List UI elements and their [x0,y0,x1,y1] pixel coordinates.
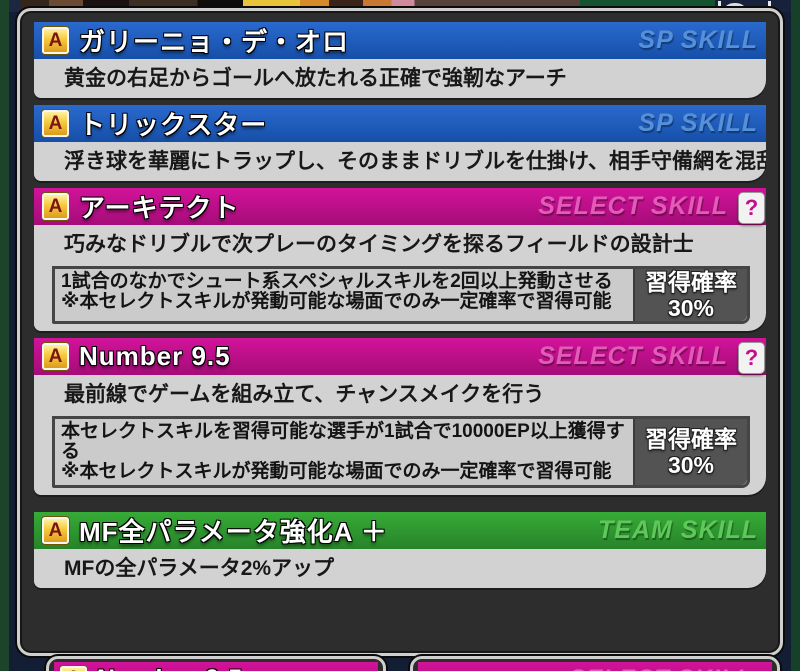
skill-type-label: SP SKILL [638,109,758,137]
skill-description: 巧みなドリブルで次プレーのタイミングを探るフィールドの設計士 [64,233,694,256]
skill-card-mf-param-boost: A MF全パラメータ強化A ＋ TEAM SKILL MFの全パラメータ2%アッ… [34,512,766,588]
acquisition-condition-text: 本セレクトスキルを習得可能な選手が1試合で10000EP以上獲得する ※本セレク… [61,421,625,482]
acquisition-rate-label: 習得確率 [645,426,737,452]
skill-type-label: TEAM SKILL [598,516,758,544]
skill-card-trickster: A トリックスター SP SKILL 浮き球を華麗にトラップし、そのままドリブル… [34,105,766,181]
skill-title: トリックスター [79,110,268,140]
skill-description: MFの全パラメータ2%アップ [64,557,335,580]
top-button-edge-icon[interactable] [718,1,721,10]
skill-description: 浮き球を華麗にトラップし、そのままドリブルを仕掛け、相手守備網を混乱に陥れる [64,150,766,173]
skill-type-label: SELECT SKILL [538,192,728,220]
acquisition-rate-value: 30% [667,295,715,321]
skill-header: A Number 9.5 SELECT SKILL ? [34,338,766,375]
skill-description: 黄金の右足からゴールへ放たれる正確で強靭なアーチ [64,67,567,90]
skill-title: ガリーニョ・デ・オロ [79,27,350,57]
rank-badge: A [60,665,87,671]
skill-header: A トリックスター SP SKILL [34,105,766,142]
help-button[interactable]: ? [738,342,765,374]
skill-title: Number 9.5 [79,341,231,371]
acquisition-rate-box: 習得確率 30% [633,419,747,485]
skill-description-panel: MFの全パラメータ2%アップ [34,549,766,588]
skill-title: Number 9.5 [97,665,243,671]
acquisition-condition-text: 1試合のなかでシュート系スペシャルスキルを2回以上発動させる ※本セレクトスキル… [61,271,613,312]
skill-card-garinyo-de-oro: A ガリーニョ・デ・オロ SP SKILL 黄金の右足からゴールへ放たれる正確で… [34,22,766,98]
rank-badge: A [42,110,69,137]
skill-type-label: SP SKILL [638,26,758,54]
skill-card-number-9-5: A Number 9.5 SELECT SKILL ? 最前線でゲームを組み立て… [34,338,766,495]
skill-description-panel: 黄金の右足からゴールへ放たれる正確で強靭なアーチ [34,59,766,98]
rank-badge: A [42,193,69,220]
rank-badge: A [42,343,69,370]
next-skill-window-left: A Number 9.5 [46,656,386,671]
help-button[interactable]: ? [738,192,765,224]
top-button-edge-icon[interactable] [768,1,771,10]
next-skill-window-right: SELECT SKILL [410,656,780,671]
skill-list-window: A ガリーニョ・デ・オロ SP SKILL 黄金の右足からゴールへ放たれる正確で… [17,8,783,656]
skill-type-label: SELECT SKILL [569,665,766,671]
acquisition-condition-box: 本セレクトスキルを習得可能な選手が1試合で10000EP以上獲得する ※本セレク… [52,416,750,488]
skill-header: SELECT SKILL [418,662,772,671]
skill-description: 最前線でゲームを組み立て、チャンスメイクを行う [64,383,545,406]
rank-badge: A [42,27,69,54]
skill-header: A Number 9.5 [54,662,378,671]
skill-title: MF全パラメータ強化A ＋ [79,517,388,547]
skill-header: A MF全パラメータ強化A ＋ TEAM SKILL [34,512,766,549]
rank-badge: A [42,517,69,544]
skill-description-panel: 浮き球を華麗にトラップし、そのままドリブルを仕掛け、相手守備網を混乱に陥れる [34,142,766,181]
skill-description-panel: 最前線でゲームを組み立て、チャンスメイクを行う 本セレクトスキルを習得可能な選手… [34,375,766,495]
acquisition-condition-box: 1試合のなかでシュート系スペシャルスキルを2回以上発動させる ※本セレクトスキル… [52,266,750,324]
acquisition-rate-label: 習得確率 [645,269,737,295]
background-edge-left [0,0,9,671]
acquisition-rate-box: 習得確率 30% [633,269,747,321]
acquisition-rate-value: 30% [667,452,715,478]
skill-header: A アーキテクト SELECT SKILL ? [34,188,766,225]
skill-description-panel: 巧みなドリブルで次プレーのタイミングを探るフィールドの設計士 1試合のなかでシュ… [34,225,766,331]
skill-title: アーキテクト [79,193,240,223]
background-edge-right [791,0,800,671]
skill-type-label: SELECT SKILL [538,342,728,370]
skill-header: A ガリーニョ・デ・オロ SP SKILL [34,22,766,59]
skill-card-architect: A アーキテクト SELECT SKILL ? 巧みなドリブルで次プレーのタイミ… [34,188,766,331]
